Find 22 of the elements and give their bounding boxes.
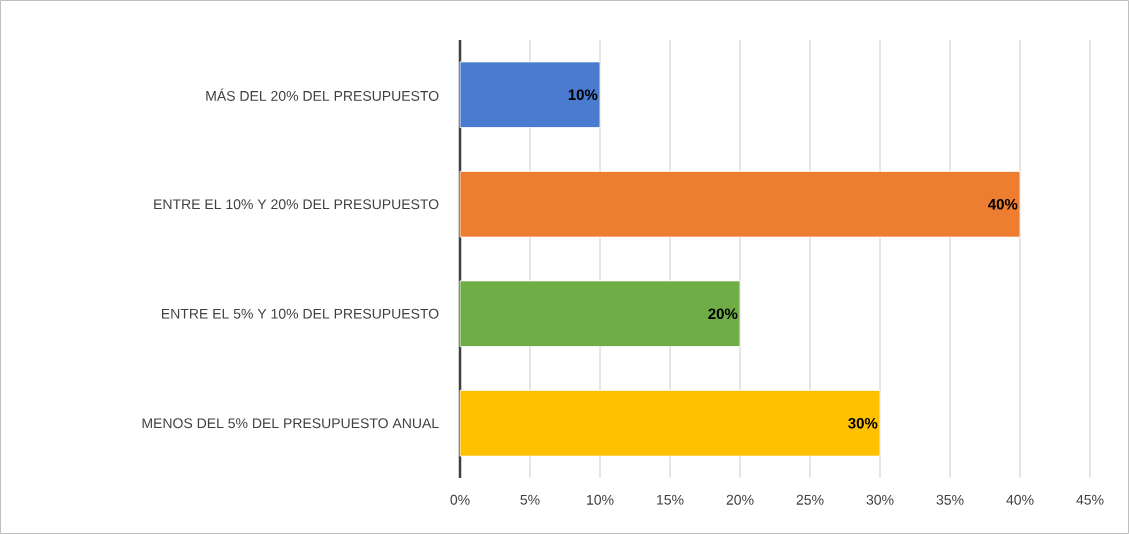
bar bbox=[459, 170, 1021, 238]
bar bbox=[459, 280, 741, 347]
y-tick-label: ENTRE EL 10% Y 20% DEL PRESUPUESTO bbox=[154, 199, 439, 210]
x-tick-label: 45% bbox=[1076, 494, 1104, 505]
data-label: 20% bbox=[708, 308, 738, 320]
data-label: 10% bbox=[568, 89, 598, 101]
x-tick-label: 10% bbox=[587, 494, 614, 505]
x-tick-label: 30% bbox=[866, 494, 894, 505]
x-tick-label: 40% bbox=[1006, 494, 1034, 505]
data-label: 40% bbox=[988, 198, 1018, 210]
data-label: 30% bbox=[848, 417, 878, 429]
x-tick-label: 15% bbox=[657, 494, 684, 505]
y-tick-label: MÁS DEL 20% DEL PRESUPUESTO bbox=[206, 88, 439, 101]
x-tick-label: 5% bbox=[520, 494, 540, 505]
y-tick-label: ENTRE EL 5% Y 10% DEL PRESUPUESTO bbox=[162, 308, 439, 319]
x-tick-label: 35% bbox=[936, 494, 964, 505]
bar bbox=[459, 389, 881, 457]
x-tick-label: 20% bbox=[726, 494, 754, 505]
y-tick-label: MENOS DEL 5% DEL PRESUPUESTO ANUAL bbox=[142, 418, 439, 429]
x-tick-label: 0% bbox=[450, 494, 470, 505]
x-tick-label: 25% bbox=[796, 494, 824, 505]
bar bbox=[459, 61, 601, 128]
